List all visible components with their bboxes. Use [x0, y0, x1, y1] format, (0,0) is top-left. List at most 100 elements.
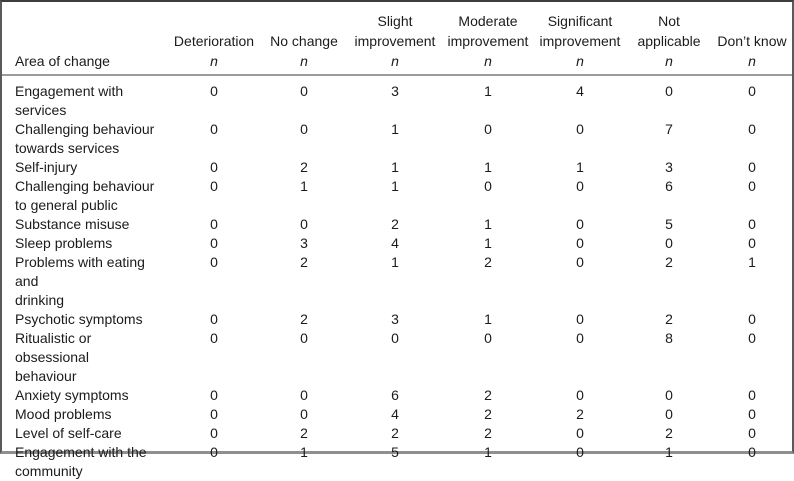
cell-value: 2 [576, 406, 584, 422]
row-label: Challenging behaviour towards services [15, 121, 155, 156]
cell-value: 4 [391, 406, 399, 422]
cell-value: 1 [484, 159, 492, 175]
cell-value: 3 [300, 235, 308, 251]
table-row: Sleep problems 0 3 4 1 0 0 0 [2, 234, 792, 253]
cell-value: 0 [576, 387, 584, 403]
cell-value: 0 [210, 311, 218, 327]
cell-value: 0 [300, 406, 308, 422]
cell-value: 0 [748, 425, 756, 441]
row-label: Ritualistic or obsessional behaviour [15, 330, 92, 384]
cell-value: 2 [484, 254, 492, 270]
cell-value: 3 [391, 311, 399, 327]
row-label: Engagement with the community [15, 444, 147, 479]
cell-value: 0 [748, 387, 756, 403]
cell-value: 0 [210, 159, 218, 175]
cell-value: 2 [665, 425, 673, 441]
table-row: Engagement with services 0 0 3 1 4 0 0 [2, 75, 792, 120]
col-header-label: Don’t know [717, 33, 787, 49]
cell-value: 0 [576, 311, 584, 327]
cell-value: 0 [210, 425, 218, 441]
row-label: Psychotic symptoms [15, 311, 143, 327]
cell-value: 0 [210, 387, 218, 403]
cell-value: 0 [748, 406, 756, 422]
cell-value: 2 [665, 254, 673, 270]
cell-value: 2 [300, 159, 308, 175]
row-label: Challenging behaviour to general public [15, 178, 155, 213]
table-row: Level of self-care 0 2 2 2 0 2 0 [2, 424, 792, 443]
row-label: Problems with eating and drinking [15, 254, 145, 308]
col-header-n: n [391, 53, 399, 69]
col-header-n: n [300, 53, 308, 69]
cell-value: 0 [665, 235, 673, 251]
cell-value: 0 [748, 235, 756, 251]
cell-value: 1 [484, 216, 492, 232]
cell-value: 0 [300, 216, 308, 232]
cell-value: 0 [210, 216, 218, 232]
col-header-no-change: No change n [260, 2, 348, 76]
cell-value: 0 [748, 216, 756, 232]
cell-value: 0 [576, 254, 584, 270]
table-row: Challenging behaviour to general public … [2, 177, 792, 215]
cell-value: 2 [665, 311, 673, 327]
cell-value: 2 [391, 216, 399, 232]
cell-value: 0 [210, 121, 218, 137]
cell-value: 2 [484, 387, 492, 403]
cell-value: 0 [210, 254, 218, 270]
cell-value: 1 [391, 178, 399, 194]
cell-value: 0 [576, 178, 584, 194]
table-row: Self-injury 0 2 1 1 1 3 0 [2, 158, 792, 177]
cell-value: 0 [748, 83, 756, 99]
cell-value: 1 [576, 159, 584, 175]
cell-value: 1 [484, 235, 492, 251]
col-header-n: n [484, 53, 492, 69]
cell-value: 5 [665, 216, 673, 232]
table-body: Engagement with services 0 0 3 1 4 0 0 C… [2, 75, 792, 481]
cell-value: 0 [210, 235, 218, 251]
cell-value: 0 [300, 387, 308, 403]
cell-value: 0 [576, 444, 584, 460]
cell-value: 1 [484, 444, 492, 460]
col-header-n: n [748, 53, 756, 69]
row-label: Engagement with services [15, 83, 124, 118]
col-header-dont-know: Don’t know n [712, 2, 792, 76]
table-row: Engagement with the community 0 1 5 1 0 … [2, 443, 792, 481]
col-header-moderate-improvement: Moderate improvement n [442, 2, 534, 76]
cell-value: 0 [576, 121, 584, 137]
col-header-label: Moderate improvement [447, 13, 529, 49]
header-row: Area of change Deterioration n No change… [2, 2, 792, 76]
row-label: Substance misuse [15, 216, 130, 232]
cell-value: 0 [748, 330, 756, 346]
cell-value: 2 [391, 425, 399, 441]
cell-value: 1 [391, 121, 399, 137]
cell-value: 0 [210, 406, 218, 422]
col-header-slight-improvement: Slight improvement n [348, 2, 442, 76]
cell-value: 0 [484, 178, 492, 194]
cell-value: 2 [300, 254, 308, 270]
row-label: Level of self-care [15, 425, 122, 441]
cell-value: 0 [748, 121, 756, 137]
cell-value: 0 [210, 444, 218, 460]
table-row: Mood problems 0 0 4 2 2 0 0 [2, 405, 792, 424]
cell-value: 0 [665, 387, 673, 403]
col-header-not-applicable: Not applicable n [626, 2, 712, 76]
cell-value: 2 [300, 425, 308, 441]
cell-value: 1 [484, 311, 492, 327]
table-row: Ritualistic or obsessional behaviour 0 0… [2, 329, 792, 386]
cell-value: 0 [391, 330, 399, 346]
table-row: Anxiety symptoms 0 0 6 2 0 0 0 [2, 386, 792, 405]
cell-value: 0 [300, 121, 308, 137]
cell-value: 0 [748, 159, 756, 175]
cell-value: 0 [484, 121, 492, 137]
cell-value: 0 [576, 330, 584, 346]
cell-value: 0 [210, 330, 218, 346]
row-label: Sleep problems [15, 235, 113, 251]
cell-value: 0 [748, 178, 756, 194]
table-row: Substance misuse 0 0 2 1 0 5 0 [2, 215, 792, 234]
cell-value: 0 [576, 216, 584, 232]
cell-value: 0 [748, 444, 756, 460]
cell-value: 0 [300, 330, 308, 346]
cell-value: 1 [391, 254, 399, 270]
table-header: Area of change Deterioration n No change… [2, 2, 792, 76]
cell-value: 0 [576, 425, 584, 441]
